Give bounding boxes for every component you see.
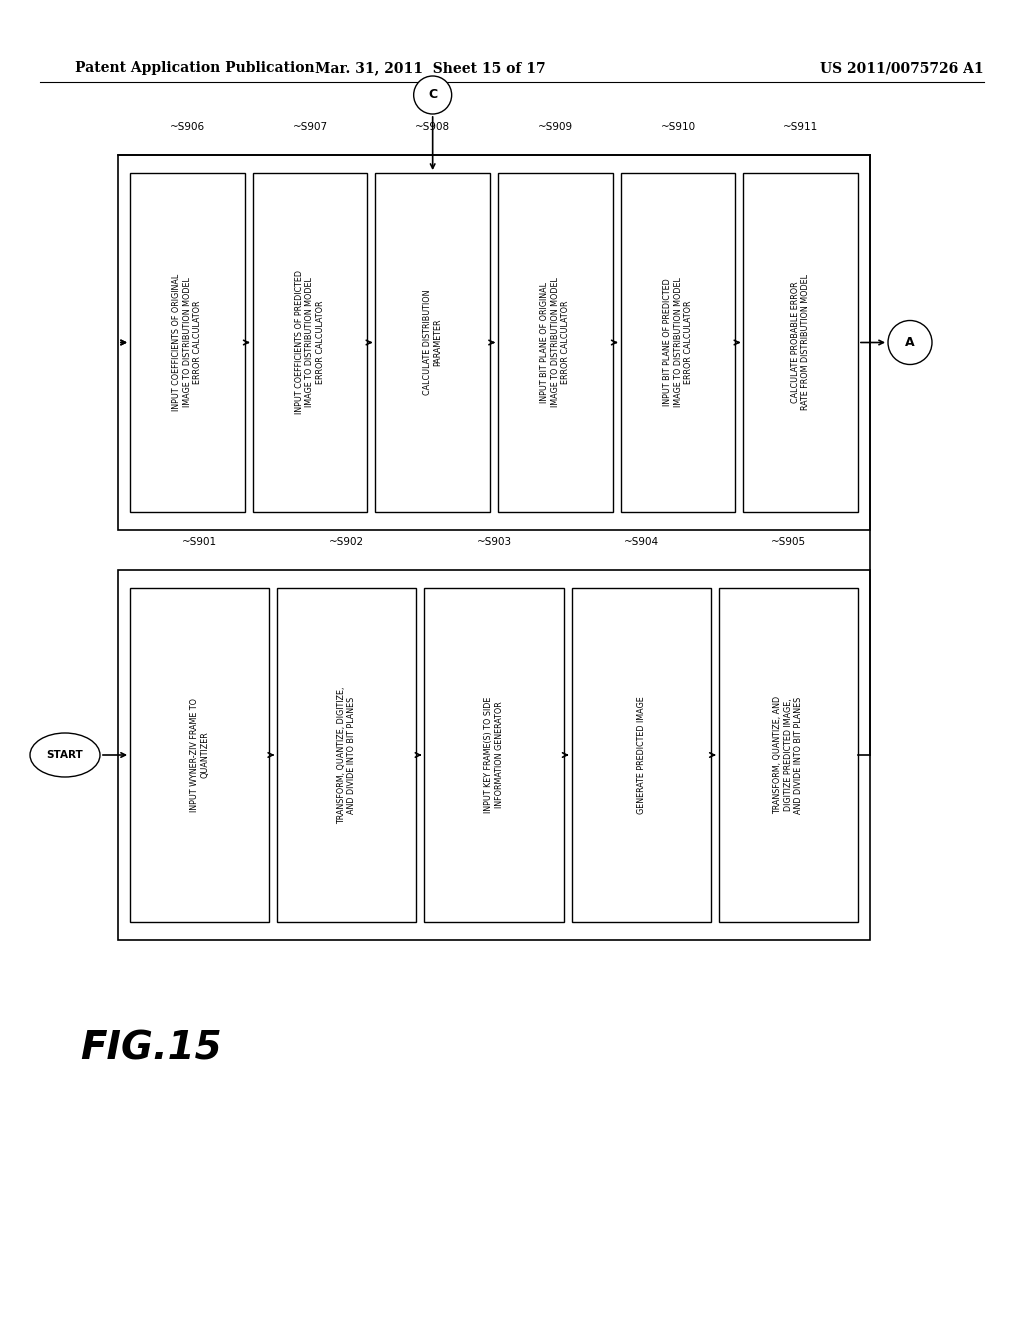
Ellipse shape (30, 733, 100, 777)
Bar (130, 173, 245, 512)
Bar (118, 154, 870, 531)
Ellipse shape (888, 321, 932, 364)
Text: TRANSFORM, QUANTIZE, AND
DIGITIZE PREDICTED IMAGE,
AND DIVIDE INTO BIT PLANES: TRANSFORM, QUANTIZE, AND DIGITIZE PREDIC… (773, 696, 803, 814)
Text: C: C (428, 88, 437, 102)
Bar (376, 173, 490, 512)
Text: ~S909: ~S909 (538, 121, 572, 132)
Bar (118, 570, 870, 940)
Text: Mar. 31, 2011  Sheet 15 of 17: Mar. 31, 2011 Sheet 15 of 17 (314, 61, 546, 75)
Bar (621, 173, 735, 512)
Bar (253, 173, 368, 512)
Text: ~S911: ~S911 (783, 121, 818, 132)
Text: ~S907: ~S907 (293, 121, 328, 132)
Text: ~S906: ~S906 (170, 121, 205, 132)
Bar (571, 587, 711, 921)
Text: START: START (47, 750, 83, 760)
Bar (130, 587, 269, 921)
Text: ~S903: ~S903 (476, 537, 512, 546)
Bar (278, 587, 417, 921)
Text: INPUT BIT PLANE OF PREDICTED
IMAGE TO DISTRIBUTION MODEL
ERROR CALCULATOR: INPUT BIT PLANE OF PREDICTED IMAGE TO DI… (664, 277, 693, 408)
Text: CALCULATE DISTRIBUTION
PARAMETER: CALCULATE DISTRIBUTION PARAMETER (423, 290, 442, 395)
Text: ~S902: ~S902 (330, 537, 365, 546)
Bar (743, 173, 858, 512)
Text: INPUT COEFFICIENTS OF ORIGINAL
IMAGE TO DISTRIBUTION MODEL
ERROR CALCULATOR: INPUT COEFFICIENTS OF ORIGINAL IMAGE TO … (172, 273, 202, 411)
Bar (424, 587, 563, 921)
Text: ~S910: ~S910 (660, 121, 695, 132)
Text: INPUT WYNER-ZIV FRAME TO
QUANTIZER: INPUT WYNER-ZIV FRAME TO QUANTIZER (189, 698, 209, 812)
Text: INPUT KEY FRAME(S) TO SIDE
INFORMATION GENERATOR: INPUT KEY FRAME(S) TO SIDE INFORMATION G… (484, 697, 504, 813)
Ellipse shape (414, 77, 452, 114)
Bar (498, 173, 612, 512)
Text: ~S908: ~S908 (415, 121, 451, 132)
Text: ~S905: ~S905 (771, 537, 806, 546)
Text: CALCULATE PROBABLE ERROR
RATE FROM DISTRIBUTION MODEL: CALCULATE PROBABLE ERROR RATE FROM DISTR… (791, 275, 810, 411)
Text: Patent Application Publication: Patent Application Publication (75, 61, 314, 75)
Text: FIG.15: FIG.15 (80, 1030, 221, 1068)
Text: GENERATE PREDICTED IMAGE: GENERATE PREDICTED IMAGE (637, 696, 646, 814)
Text: ~S904: ~S904 (624, 537, 658, 546)
Text: TRANSFORM, QUANTIZE, DIGITIZE,
AND DIVIDE INTO BIT PLANES: TRANSFORM, QUANTIZE, DIGITIZE, AND DIVID… (337, 686, 356, 824)
Bar (719, 587, 858, 921)
Text: ~S901: ~S901 (182, 537, 217, 546)
Text: INPUT COEFFICIENTS OF PREDICTED
IMAGE TO DISTRIBUTION MODEL
ERROR CALCULATOR: INPUT COEFFICIENTS OF PREDICTED IMAGE TO… (295, 271, 325, 414)
Text: US 2011/0075726 A1: US 2011/0075726 A1 (820, 61, 984, 75)
Text: INPUT BIT PLANE OF ORIGINAL
IMAGE TO DISTRIBUTION MODEL
ERROR CALCULATOR: INPUT BIT PLANE OF ORIGINAL IMAGE TO DIS… (541, 277, 570, 408)
Text: A: A (905, 337, 914, 348)
